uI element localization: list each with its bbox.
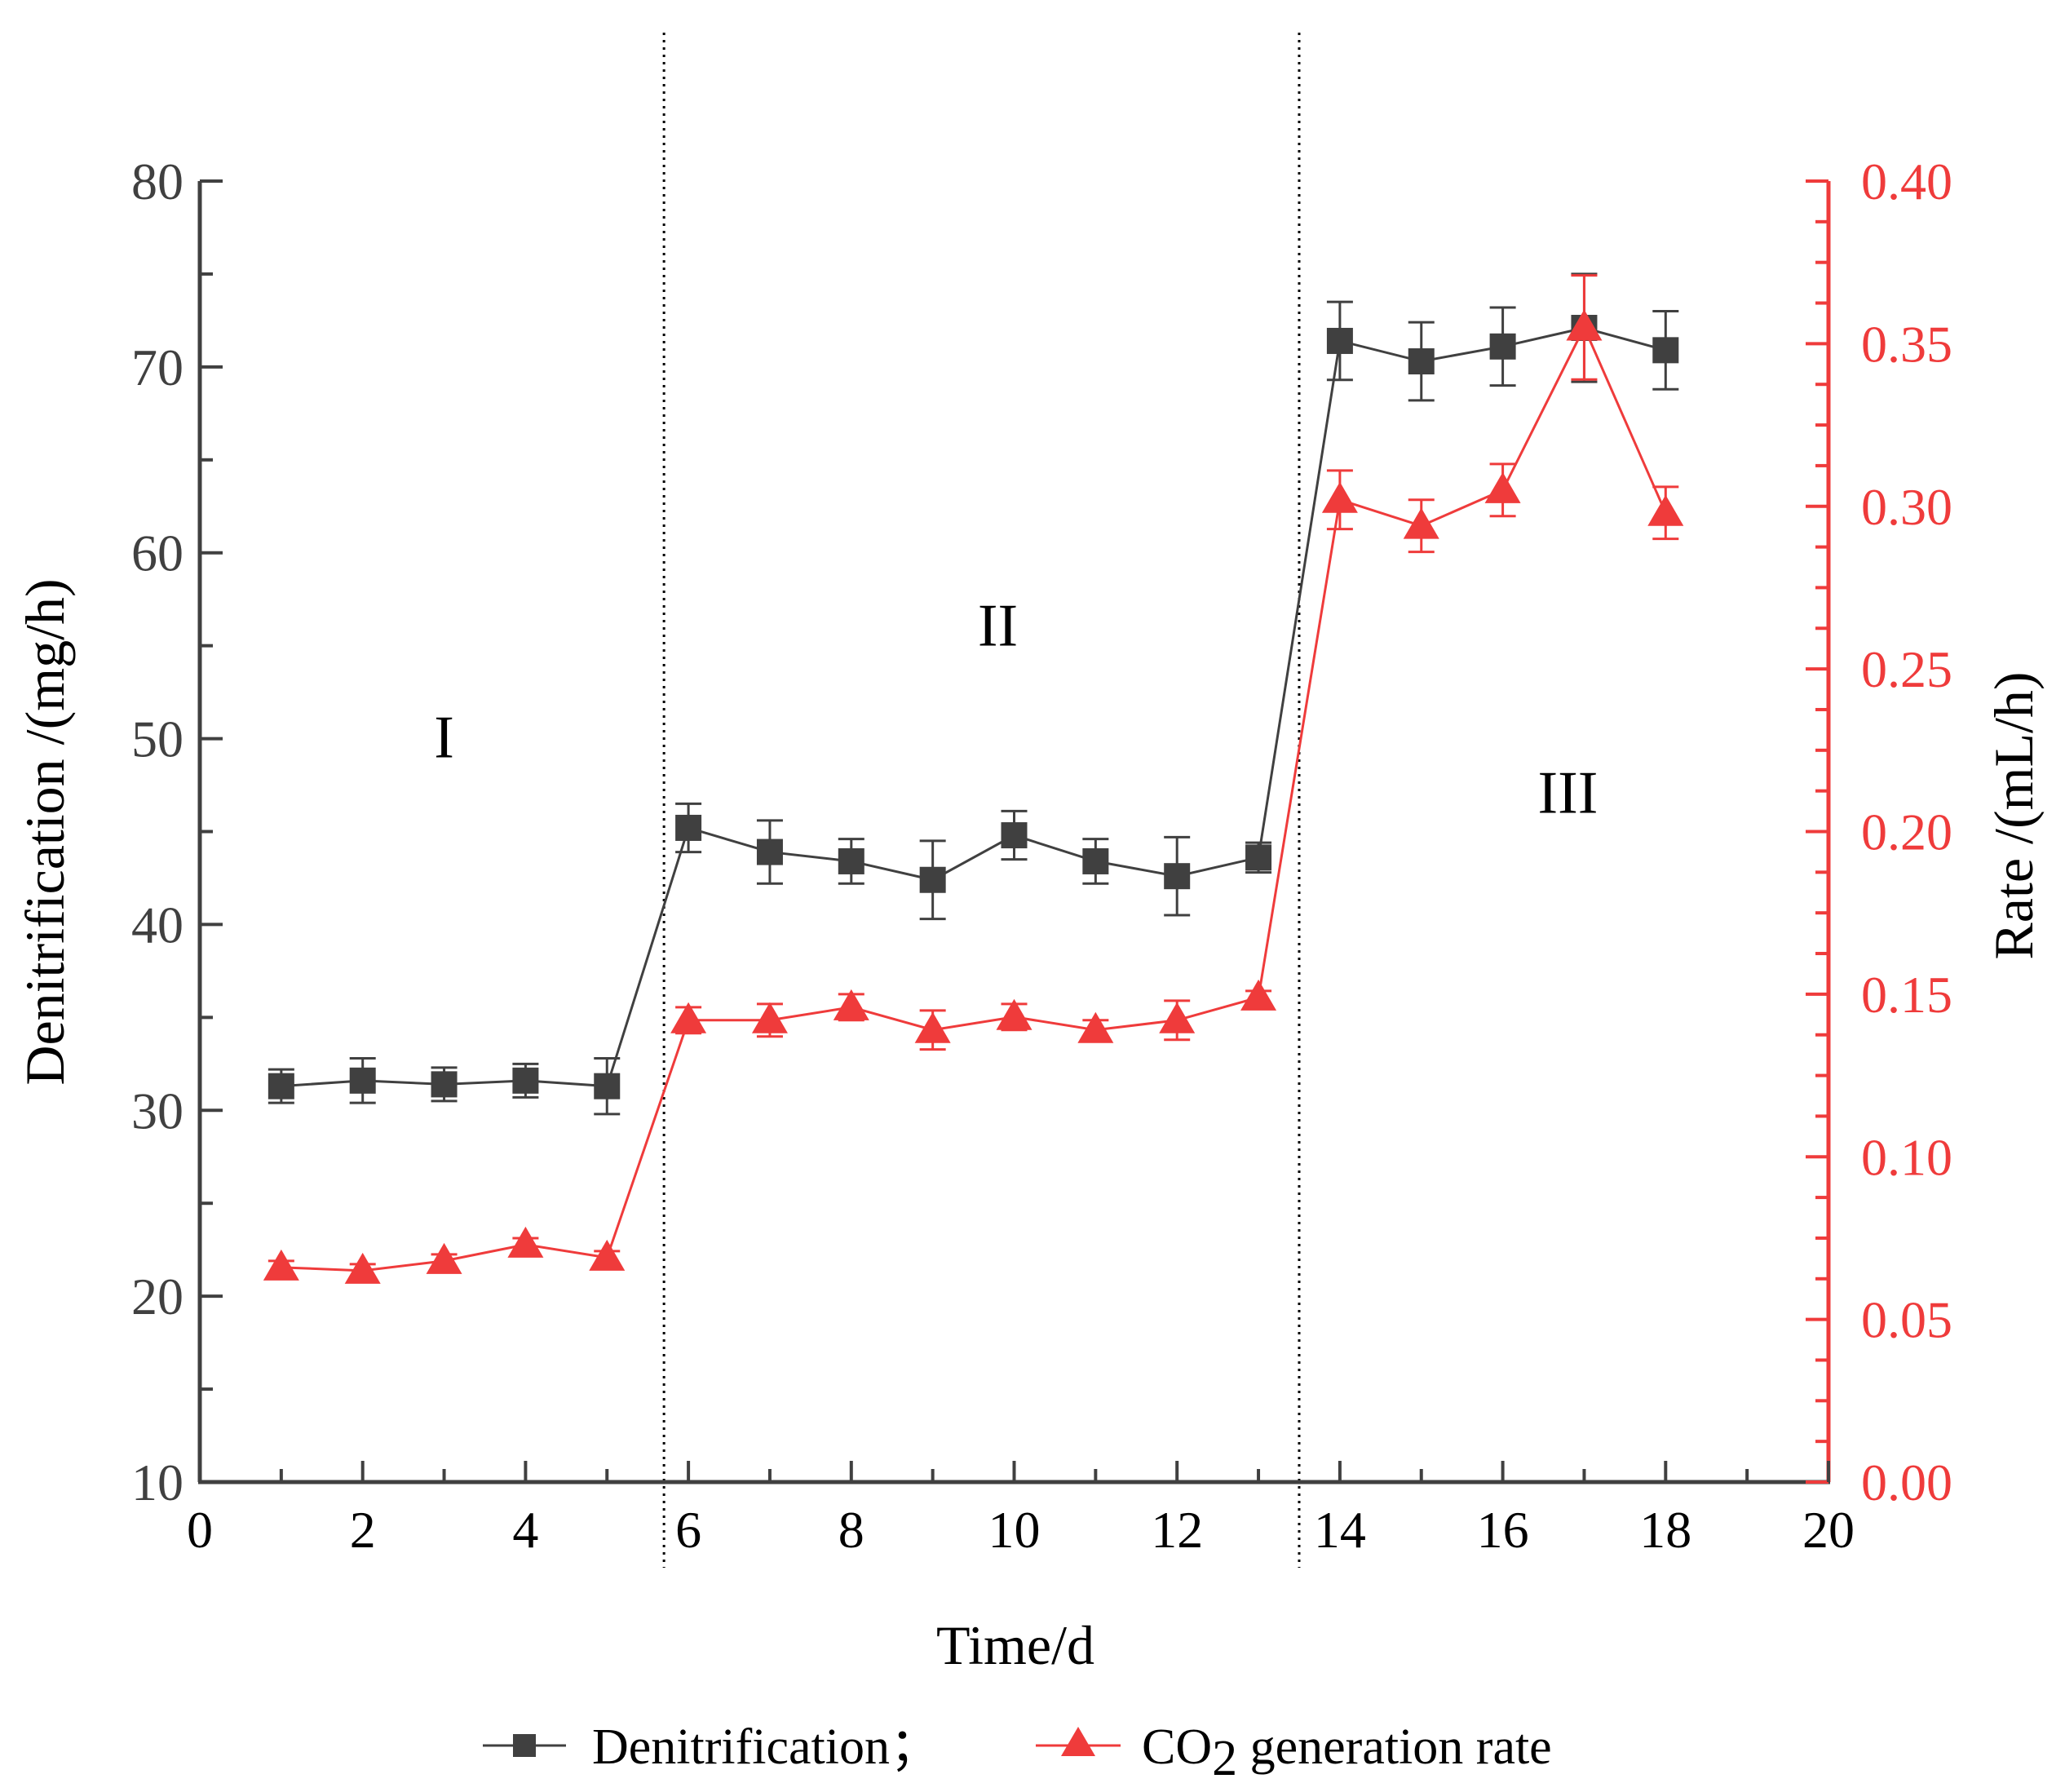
right-y-tick-label: 0.30 (1861, 478, 1952, 536)
data-point-triangle (1647, 494, 1684, 526)
data-point-triangle (507, 1226, 544, 1258)
left-y-tick-label: 20 (131, 1268, 184, 1325)
x-tick-label: 0 (187, 1501, 213, 1559)
phase-label: I (434, 704, 454, 771)
left-y-tick-label: 50 (131, 710, 184, 768)
left-y-ticks: 10 20 30 40 50 60 70 80 (131, 153, 223, 1511)
left-y-tick-label: 10 (131, 1454, 184, 1511)
data-point-triangle (1484, 471, 1521, 503)
data-point-triangle (1077, 1011, 1114, 1043)
data-point-square (675, 814, 702, 841)
right-y-tick-label: 0.15 (1861, 966, 1952, 1024)
x-tick-label: 18 (1639, 1501, 1691, 1559)
data-point-triangle (344, 1252, 381, 1284)
series-line (281, 326, 1666, 1088)
right-y-tick-label: 0.00 (1861, 1454, 1952, 1511)
phase-label: III (1538, 760, 1598, 827)
data-point-triangle (1159, 1002, 1196, 1033)
data-point-triangle (263, 1249, 299, 1281)
data-point-triangle (1403, 507, 1439, 539)
data-point-triangle (1240, 979, 1277, 1011)
x-tick-label: 20 (1802, 1501, 1855, 1559)
series-line (281, 324, 1667, 1272)
x-tick-label: 6 (675, 1501, 701, 1559)
data-point-square (838, 847, 864, 874)
data-point-triangle (426, 1242, 462, 1274)
data-point-square (1245, 844, 1272, 871)
data-point-square (919, 866, 946, 893)
left-y-axis-label: Denitrification /(mg/h) (14, 578, 76, 1085)
data-point-triangle (996, 998, 1032, 1030)
series-denitrification (268, 272, 1679, 1116)
x-tick-label: 12 (1151, 1501, 1203, 1559)
data-point-square (349, 1067, 376, 1094)
data-point-triangle (1321, 481, 1358, 513)
legend-marker-triangle (1061, 1727, 1095, 1756)
data-point-square (1652, 337, 1679, 364)
legend-label-denitrification: Denitrification； (592, 1719, 940, 1775)
right-y-ticks: 0.00 0.05 0.10 0.15 0.20 0.25 0.30 0.35 0.40 (1806, 153, 1952, 1511)
data-point-square (1082, 847, 1109, 874)
data-point-square (756, 838, 783, 865)
data-point-triangle (833, 989, 869, 1020)
legend-marker-square (513, 1734, 536, 1757)
data-point-square (1489, 333, 1516, 360)
data-point-triangle (589, 1239, 626, 1271)
data-point-square (268, 1073, 294, 1100)
x-tick-label: 16 (1477, 1501, 1529, 1559)
series-co2-generation-rate (263, 274, 1684, 1284)
legend-label-co2: CO2 generation rate (1142, 1719, 1552, 1786)
left-y-tick-label: 40 (131, 896, 184, 954)
right-y-tick-label: 0.35 (1861, 315, 1952, 373)
data-point-triangle (914, 1011, 951, 1043)
x-tick-label: 14 (1314, 1501, 1366, 1559)
right-y-tick-label: 0.10 (1861, 1128, 1952, 1186)
data-point-square (1001, 822, 1028, 849)
data-point-square (431, 1071, 458, 1098)
left-y-tick-label: 30 (131, 1082, 184, 1139)
right-y-tick-label: 0.05 (1861, 1291, 1952, 1349)
right-y-tick-label: 0.25 (1861, 640, 1952, 698)
x-tick-label: 2 (350, 1501, 376, 1559)
right-y-axis-label: Rate /(mL/h) (1983, 671, 2045, 959)
data-point-triangle (1566, 309, 1603, 341)
x-ticks: 0 2 4 6 8 10 12 14 16 18 20 (187, 1461, 1855, 1559)
x-tick-label: 10 (988, 1501, 1041, 1559)
legend: Denitrification； CO2 generation rate (483, 1719, 1552, 1786)
data-point-square (1408, 348, 1435, 375)
right-y-tick-label: 0.40 (1861, 153, 1952, 210)
x-tick-label: 4 (512, 1501, 538, 1559)
phase-label: II (978, 593, 1018, 660)
data-point-square (512, 1067, 539, 1094)
left-y-tick-label: 60 (131, 524, 184, 582)
data-point-triangle (751, 1002, 788, 1033)
left-y-tick-label: 80 (131, 153, 184, 210)
data-point-square (594, 1073, 621, 1100)
phase-dividers (662, 33, 1301, 1568)
data-point-square (1164, 863, 1191, 890)
right-y-tick-label: 0.20 (1861, 803, 1952, 861)
left-y-tick-label: 70 (131, 338, 184, 396)
x-axis-label: Time/d (936, 1614, 1094, 1676)
data-point-square (1326, 327, 1353, 354)
data-point-triangle (670, 1002, 707, 1033)
x-tick-label: 8 (838, 1501, 864, 1559)
